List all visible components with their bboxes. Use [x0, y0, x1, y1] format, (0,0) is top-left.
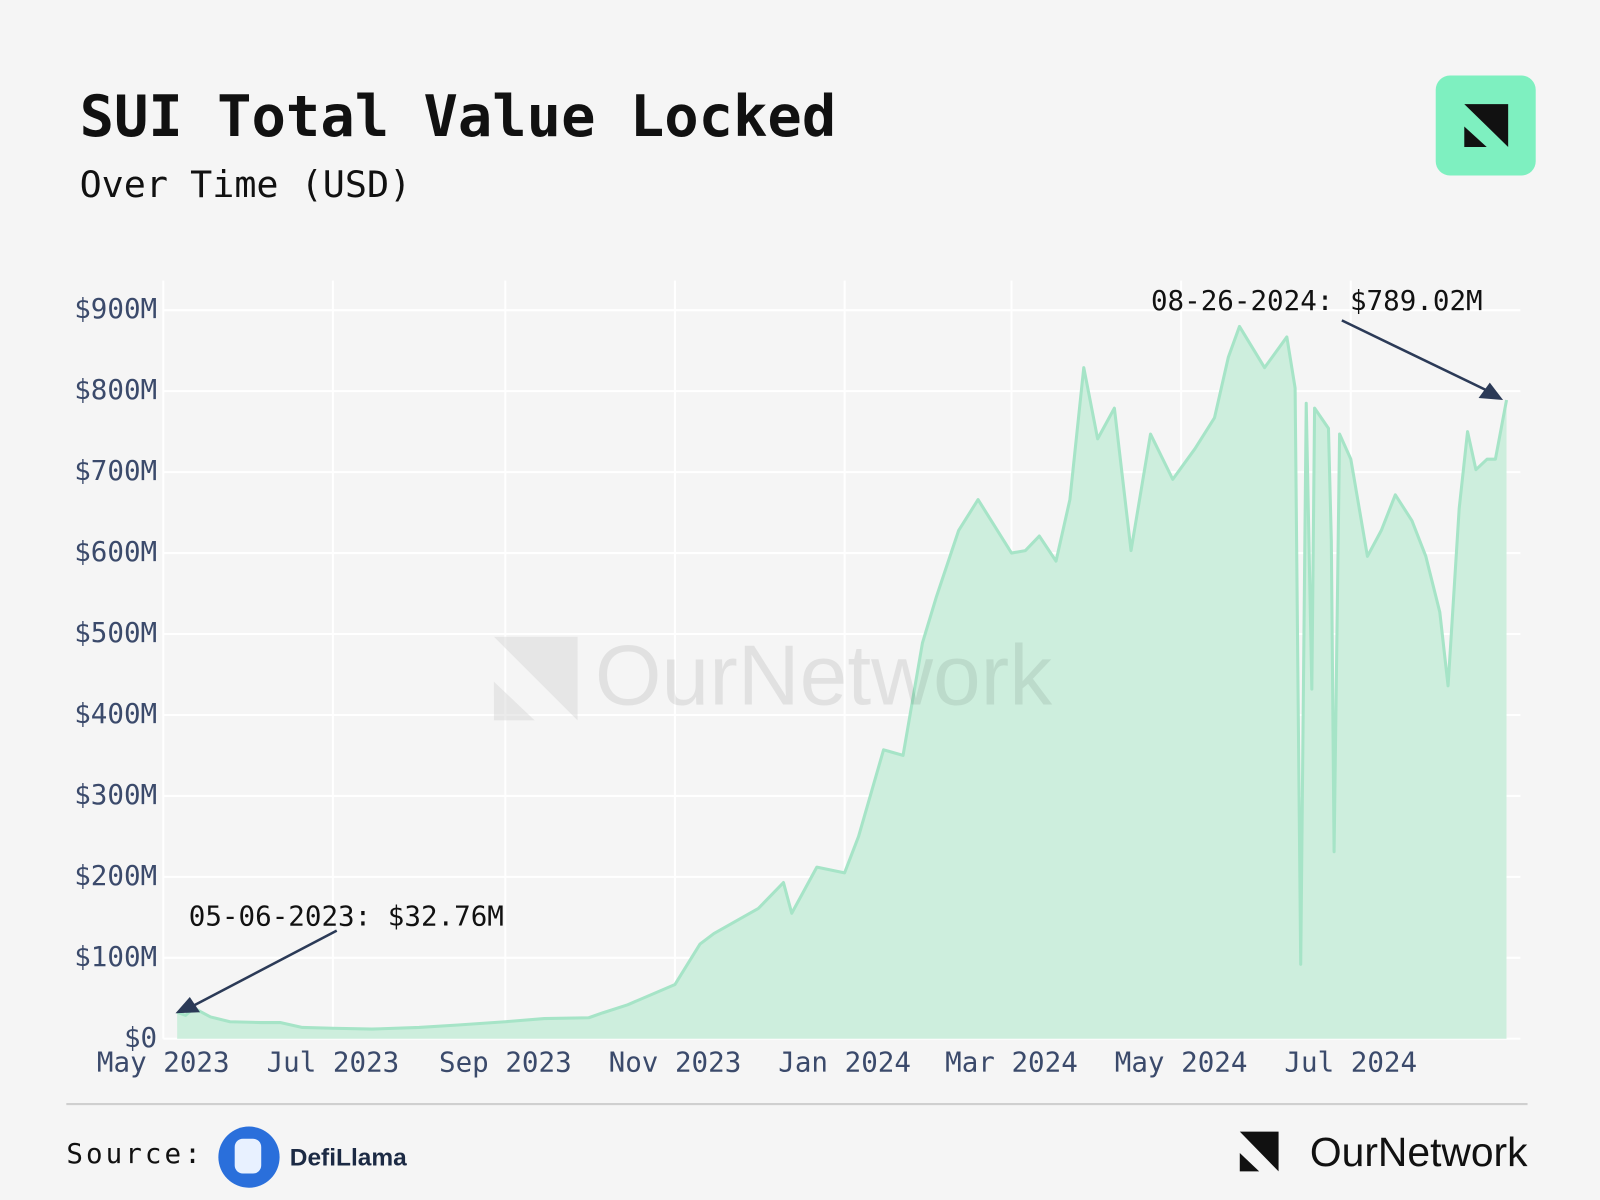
annotation-arrow [1341, 319, 1491, 393]
annotation-arrowhead [1478, 382, 1504, 400]
brand-logo [1239, 1131, 1279, 1172]
logo [1435, 75, 1536, 176]
annotation-arrowhead [175, 996, 200, 1014]
x-tick-label: Nov 2023 [609, 1046, 742, 1078]
plot: $0 $100M $200M $300M $400M $500M $600M $700M $80… [74, 280, 1521, 1078]
y-tick-label: $500M [74, 617, 157, 649]
y-tick-label: $800M [74, 374, 157, 406]
x-tick-label: May 2024 [1115, 1046, 1248, 1078]
y-tick-label: $900M [74, 293, 157, 325]
source-label: Source: [66, 1138, 204, 1170]
x-tick-label: Sep 2023 [439, 1046, 572, 1078]
y-tick-label: $300M [74, 779, 157, 811]
area [177, 326, 1507, 1039]
brand: OurNetwork [1310, 1129, 1528, 1175]
x-tick-label: Mar 2024 [945, 1046, 1078, 1078]
watermark-logo [493, 636, 578, 721]
annotation: 05-06-2023: $32.76M [189, 900, 504, 932]
x-tick-label: Jan 2024 [778, 1046, 911, 1078]
defillama-logo [218, 1126, 280, 1188]
y-tick-label: $600M [74, 536, 157, 568]
x-tick-label: Jul 2023 [267, 1046, 400, 1078]
y-tick-label: $200M [74, 860, 157, 892]
y-tick-label: $700M [74, 455, 157, 487]
y-tick-label: $400M [74, 698, 157, 730]
line [176, 324, 1509, 1031]
watermark: OurNetwork [595, 627, 1052, 723]
source-name: DefiLlama [290, 1145, 407, 1172]
x-tick-label: Jul 2024 [1284, 1046, 1417, 1078]
annotation-arrow [188, 929, 338, 1010]
y-tick-label: $0 [124, 1022, 157, 1054]
chart-title: SUI Total Value Locked [80, 84, 837, 150]
annotation: 08-26-2024: $789.02M [1151, 285, 1483, 317]
x-tick-label: May 2023 [97, 1046, 230, 1078]
chart-subtitle: Over Time (USD) [80, 163, 412, 206]
y-tick-label: $100M [74, 941, 157, 973]
